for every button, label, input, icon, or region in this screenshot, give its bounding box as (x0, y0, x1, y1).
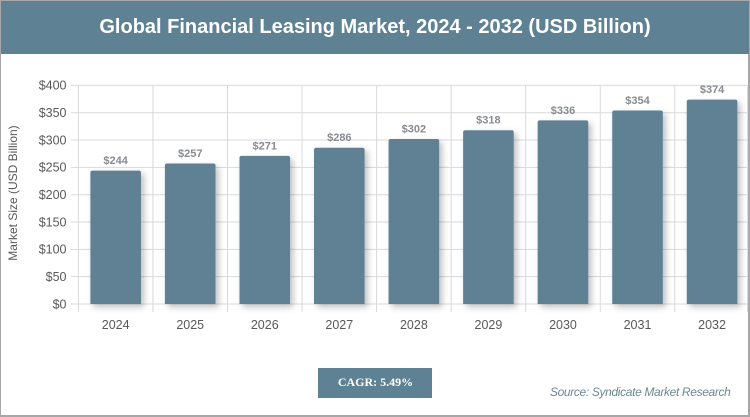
svg-text:$350: $350 (39, 106, 67, 120)
svg-text:$100: $100 (39, 243, 67, 257)
svg-text:2029: 2029 (475, 318, 503, 332)
svg-text:$257: $257 (178, 148, 202, 160)
svg-text:2025: 2025 (176, 318, 204, 332)
svg-text:2026: 2026 (251, 318, 279, 332)
svg-text:$244: $244 (103, 155, 128, 167)
svg-text:2031: 2031 (624, 318, 652, 332)
svg-text:$50: $50 (46, 270, 67, 284)
svg-text:$302: $302 (402, 123, 426, 135)
svg-text:$271: $271 (253, 140, 277, 152)
svg-text:$200: $200 (39, 188, 67, 202)
svg-text:2030: 2030 (549, 318, 577, 332)
svg-text:2024: 2024 (102, 318, 130, 332)
svg-text:$0: $0 (53, 297, 67, 311)
svg-text:$354: $354 (625, 95, 650, 107)
svg-text:$374: $374 (700, 84, 725, 96)
svg-text:2032: 2032 (698, 318, 726, 332)
svg-text:2027: 2027 (325, 318, 353, 332)
svg-text:2028: 2028 (400, 318, 428, 332)
svg-text:$150: $150 (39, 215, 67, 229)
svg-text:$400: $400 (39, 79, 67, 93)
svg-text:$286: $286 (327, 132, 351, 144)
svg-text:$250: $250 (39, 161, 67, 175)
svg-text:$336: $336 (551, 105, 575, 117)
svg-text:Market Size (USD Billion): Market Size (USD Billion) (6, 125, 20, 260)
svg-text:$300: $300 (39, 133, 67, 147)
svg-text:$318: $318 (476, 115, 500, 127)
